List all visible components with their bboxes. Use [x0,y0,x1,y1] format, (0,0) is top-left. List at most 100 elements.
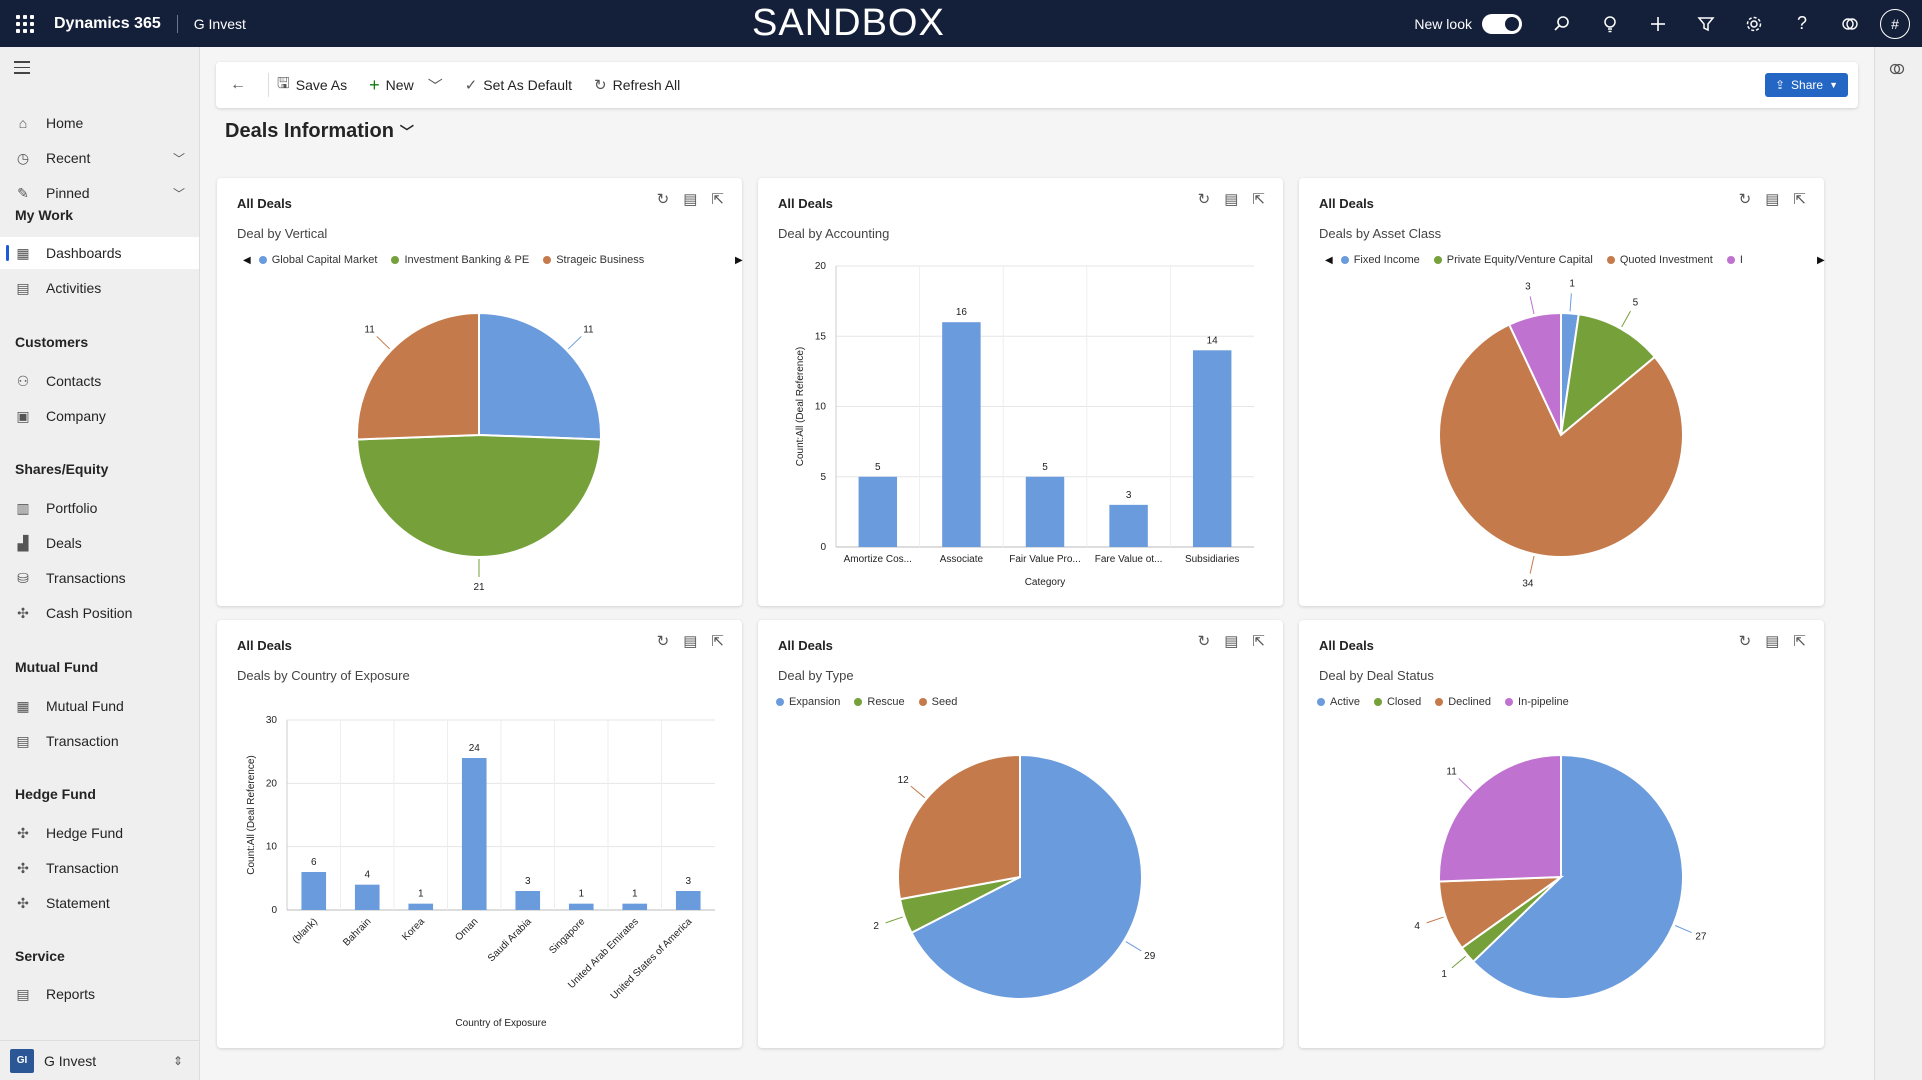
legend-item[interactable]: Investment Banking & PE [391,254,529,266]
view-records-icon[interactable]: ▤ [1765,633,1780,650]
legend-item[interactable]: Closed [1373,696,1421,708]
legend-item[interactable]: Active [1317,696,1360,708]
chevron-down-icon[interactable]: ﹀ [427,77,443,95]
expand-chart-icon[interactable]: ⇱ [1252,633,1265,650]
share-button[interactable]: ⇪ Share ▼ [1764,73,1848,97]
sidebar-item-hf-transaction[interactable]: ✣ Transaction [0,852,199,884]
sidebar-item-transactions[interactable]: ⛁ Transactions [0,562,199,594]
dashboard-selector[interactable]: Deals Information ﹀ [225,120,414,143]
legend-item[interactable]: I [1726,254,1743,266]
sidebar-item-portfolio[interactable]: ▥ Portfolio [0,492,199,524]
user-avatar[interactable]: # [1880,8,1910,39]
legend-item[interactable]: Strageic Business [543,254,644,266]
bar[interactable] [408,903,434,910]
sidebar-item-statement[interactable]: ✣ Statement [0,887,199,919]
chevron-down-icon[interactable]: ﹀ [172,187,185,201]
expand-chart-icon[interactable]: ⇱ [1252,191,1265,208]
pie-slice[interactable] [356,311,480,441]
app-launcher-icon[interactable] [14,13,36,35]
bar[interactable] [1192,350,1232,547]
legend-prev-arrow-icon[interactable]: ◀ [243,254,251,266]
view-records-icon[interactable]: ▤ [683,633,698,650]
expand-chart-icon[interactable]: ⇱ [711,191,724,208]
set-as-default-button[interactable]: ✓ Set As Default [465,76,572,94]
pie-slice[interactable] [1471,753,1684,1000]
pie-slice[interactable] [1438,753,1562,883]
gear-icon[interactable] [1730,0,1778,47]
view-records-icon[interactable]: ▤ [1765,191,1780,208]
bar[interactable] [515,891,541,910]
sidebar-item-contacts[interactable]: ⚇ Contacts [0,365,199,397]
pie-slice[interactable] [897,753,1021,901]
legend-next-arrow-icon[interactable]: ▶ [735,254,743,266]
sidebar-item-dashboards[interactable]: ▦ Dashboards [0,237,199,269]
bar[interactable] [354,884,380,910]
legend-item[interactable]: In-pipeline [1505,696,1569,708]
bar[interactable] [568,903,594,910]
pie-slice[interactable] [1559,313,1657,438]
pie-slice[interactable] [478,311,602,441]
copilot-icon[interactable] [1826,0,1874,47]
pie-slice[interactable] [356,433,602,558]
refresh-icon[interactable]: ↻ [1738,191,1752,208]
expand-chart-icon[interactable]: ⇱ [1793,633,1806,650]
legend-item[interactable]: Private Equity/Venture Capital [1433,254,1593,266]
hamburger-menu-icon[interactable] [14,61,30,78]
lightbulb-icon[interactable] [1586,0,1634,47]
bar[interactable] [942,322,981,547]
legend-next-arrow-icon[interactable]: ▶ [1817,254,1825,266]
sidebar-item-hedge-fund[interactable]: ✣ Hedge Fund [0,817,199,849]
refresh-icon[interactable]: ↻ [1738,633,1752,650]
view-records-icon[interactable]: ▤ [1224,633,1239,650]
sidebar-item-pinned[interactable]: ✎ Pinned ﹀ [0,177,199,209]
legend-item[interactable]: Declined [1435,696,1491,708]
expand-chart-icon[interactable]: ⇱ [711,633,724,650]
refresh-icon[interactable]: ↻ [656,633,670,650]
expand-chart-icon[interactable]: ⇱ [1793,191,1806,208]
sidebar-item-deals[interactable]: ▟ Deals [0,527,199,559]
refresh-icon[interactable]: ↻ [1197,191,1211,208]
sidebar-item-activities[interactable]: ▤ Activities [0,272,199,304]
product-brand[interactable]: Dynamics 365 [54,14,161,32]
pie-slice[interactable] [910,753,1143,1000]
refresh-all-button[interactable]: ↻ Refresh All [594,76,680,94]
legend-item[interactable]: Quoted Investment [1606,254,1713,266]
new-look-toggle[interactable] [1482,13,1522,34]
sidebar-item-cash-position[interactable]: ✣ Cash Position [0,597,199,629]
back-arrow-icon[interactable]: ← [230,76,246,93]
bar[interactable] [461,758,487,910]
pie-slice[interactable] [1507,311,1562,436]
pie-slice[interactable] [1438,323,1684,558]
legend-item[interactable]: Seed [918,696,957,708]
view-records-icon[interactable]: ▤ [1224,191,1239,208]
view-records-icon[interactable]: ▤ [683,191,698,208]
refresh-icon[interactable]: ↻ [656,191,670,208]
new-button[interactable]: + New ﹀ [369,75,443,96]
sidebar-item-mf-transaction[interactable]: ▤ Transaction [0,725,199,757]
copilot-icon[interactable] [1889,61,1905,82]
area-switcher[interactable]: GI G Invest ⇕ [0,1040,199,1080]
bar[interactable] [301,872,327,910]
save-as-button[interactable]: 🖫 Save As [277,73,347,98]
sidebar-item-mutual-fund[interactable]: ▦ Mutual Fund [0,690,199,722]
legend-prev-arrow-icon[interactable]: ◀ [1325,254,1333,266]
sidebar-item-home[interactable]: ⌂ Home [0,107,199,139]
legend-item[interactable]: Rescue [854,696,905,708]
legend-item[interactable]: Global Capital Market [258,254,377,266]
help-icon[interactable]: ? [1796,13,1807,33]
bar[interactable] [1109,504,1148,547]
bar[interactable] [622,903,648,910]
sidebar-item-reports[interactable]: ▤ Reports [0,978,199,1010]
refresh-icon[interactable]: ↻ [1197,633,1211,650]
search-icon[interactable] [1538,0,1586,47]
filter-icon[interactable] [1682,0,1730,47]
chevron-down-icon[interactable]: ﹀ [172,152,185,166]
bar[interactable] [1025,476,1065,547]
sidebar-item-recent[interactable]: ◷ Recent ﹀ [0,142,199,174]
legend-item[interactable]: Expansion [776,696,840,708]
bar[interactable] [675,891,701,910]
legend-item[interactable]: Fixed Income [1340,254,1420,266]
plus-icon[interactable] [1634,0,1682,47]
bar[interactable] [858,476,898,547]
app-name[interactable]: G Invest [193,15,246,32]
